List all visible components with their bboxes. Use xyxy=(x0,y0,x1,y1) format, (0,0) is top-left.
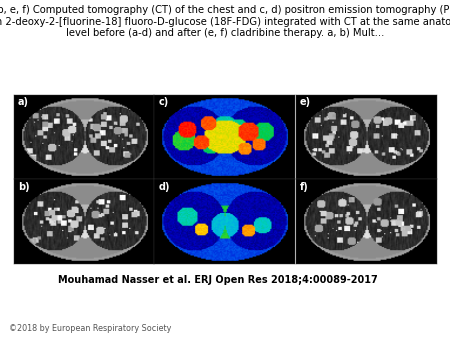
Text: d): d) xyxy=(159,182,170,192)
Text: c): c) xyxy=(159,97,169,107)
Text: ©2018 by European Respiratory Society: ©2018 by European Respiratory Society xyxy=(9,324,171,334)
Text: a): a) xyxy=(18,97,29,107)
Text: Mouhamad Nasser et al. ERJ Open Res 2018;4:00089-2017: Mouhamad Nasser et al. ERJ Open Res 2018… xyxy=(58,275,378,286)
Text: e): e) xyxy=(300,97,311,107)
Text: f): f) xyxy=(300,182,309,192)
Text: b): b) xyxy=(18,182,29,192)
Text: a, b, e, f) Computed tomography (CT) of the chest and c, d) positron emission to: a, b, e, f) Computed tomography (CT) of … xyxy=(0,5,450,38)
